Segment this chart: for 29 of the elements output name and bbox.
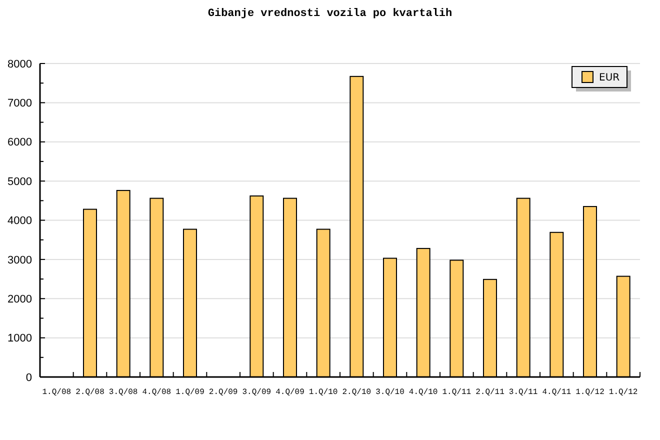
x-tick-label: 2.Q/11: [476, 388, 505, 397]
y-tick-label: 6000: [8, 136, 32, 149]
y-tick-label: 0: [26, 372, 32, 384]
x-tick-label: 4.Q/11: [542, 388, 572, 397]
y-tick-label: 4000: [8, 215, 32, 228]
x-tick-label: 4.Q/09: [276, 388, 305, 397]
x-tick-label: 3.Q/11: [508, 388, 538, 397]
y-tick-label: 1000: [8, 332, 32, 345]
x-tick-label: 1.Q/12: [608, 388, 638, 397]
legend-label: EUR: [599, 72, 620, 84]
x-tick-label: 2.Q/09: [208, 388, 238, 397]
x-tick-label: 1.Q/10: [308, 388, 338, 397]
x-tick-label: 2.Q/10: [342, 388, 372, 397]
y-tick-label: 5000: [8, 176, 32, 188]
y-tick-label: 2000: [8, 293, 32, 306]
x-tick-label: 2.Q/08: [76, 388, 105, 397]
x-tick-label: 1.Q/08: [42, 388, 72, 397]
x-tick-label: 3.Q/08: [108, 388, 138, 397]
y-tick-label: 3000: [8, 254, 32, 266]
x-tick-label: 1.Q/11: [442, 388, 472, 397]
x-tick-label: 1.Q/12: [576, 388, 605, 397]
x-tick-label: 3.Q/10: [376, 388, 405, 397]
x-tick-label: 1.Q/09: [176, 388, 205, 397]
y-tick-label: 7000: [8, 98, 32, 110]
x-tick-label: 4.Q/10: [408, 388, 438, 397]
x-tick-label: 4.Q/08: [142, 388, 172, 397]
y-tick-label: 8000: [8, 58, 32, 70]
x-tick-label: 3.Q/09: [242, 388, 272, 397]
chart-title: Gibanje vrednosti vozila po kvartalih: [208, 8, 452, 20]
